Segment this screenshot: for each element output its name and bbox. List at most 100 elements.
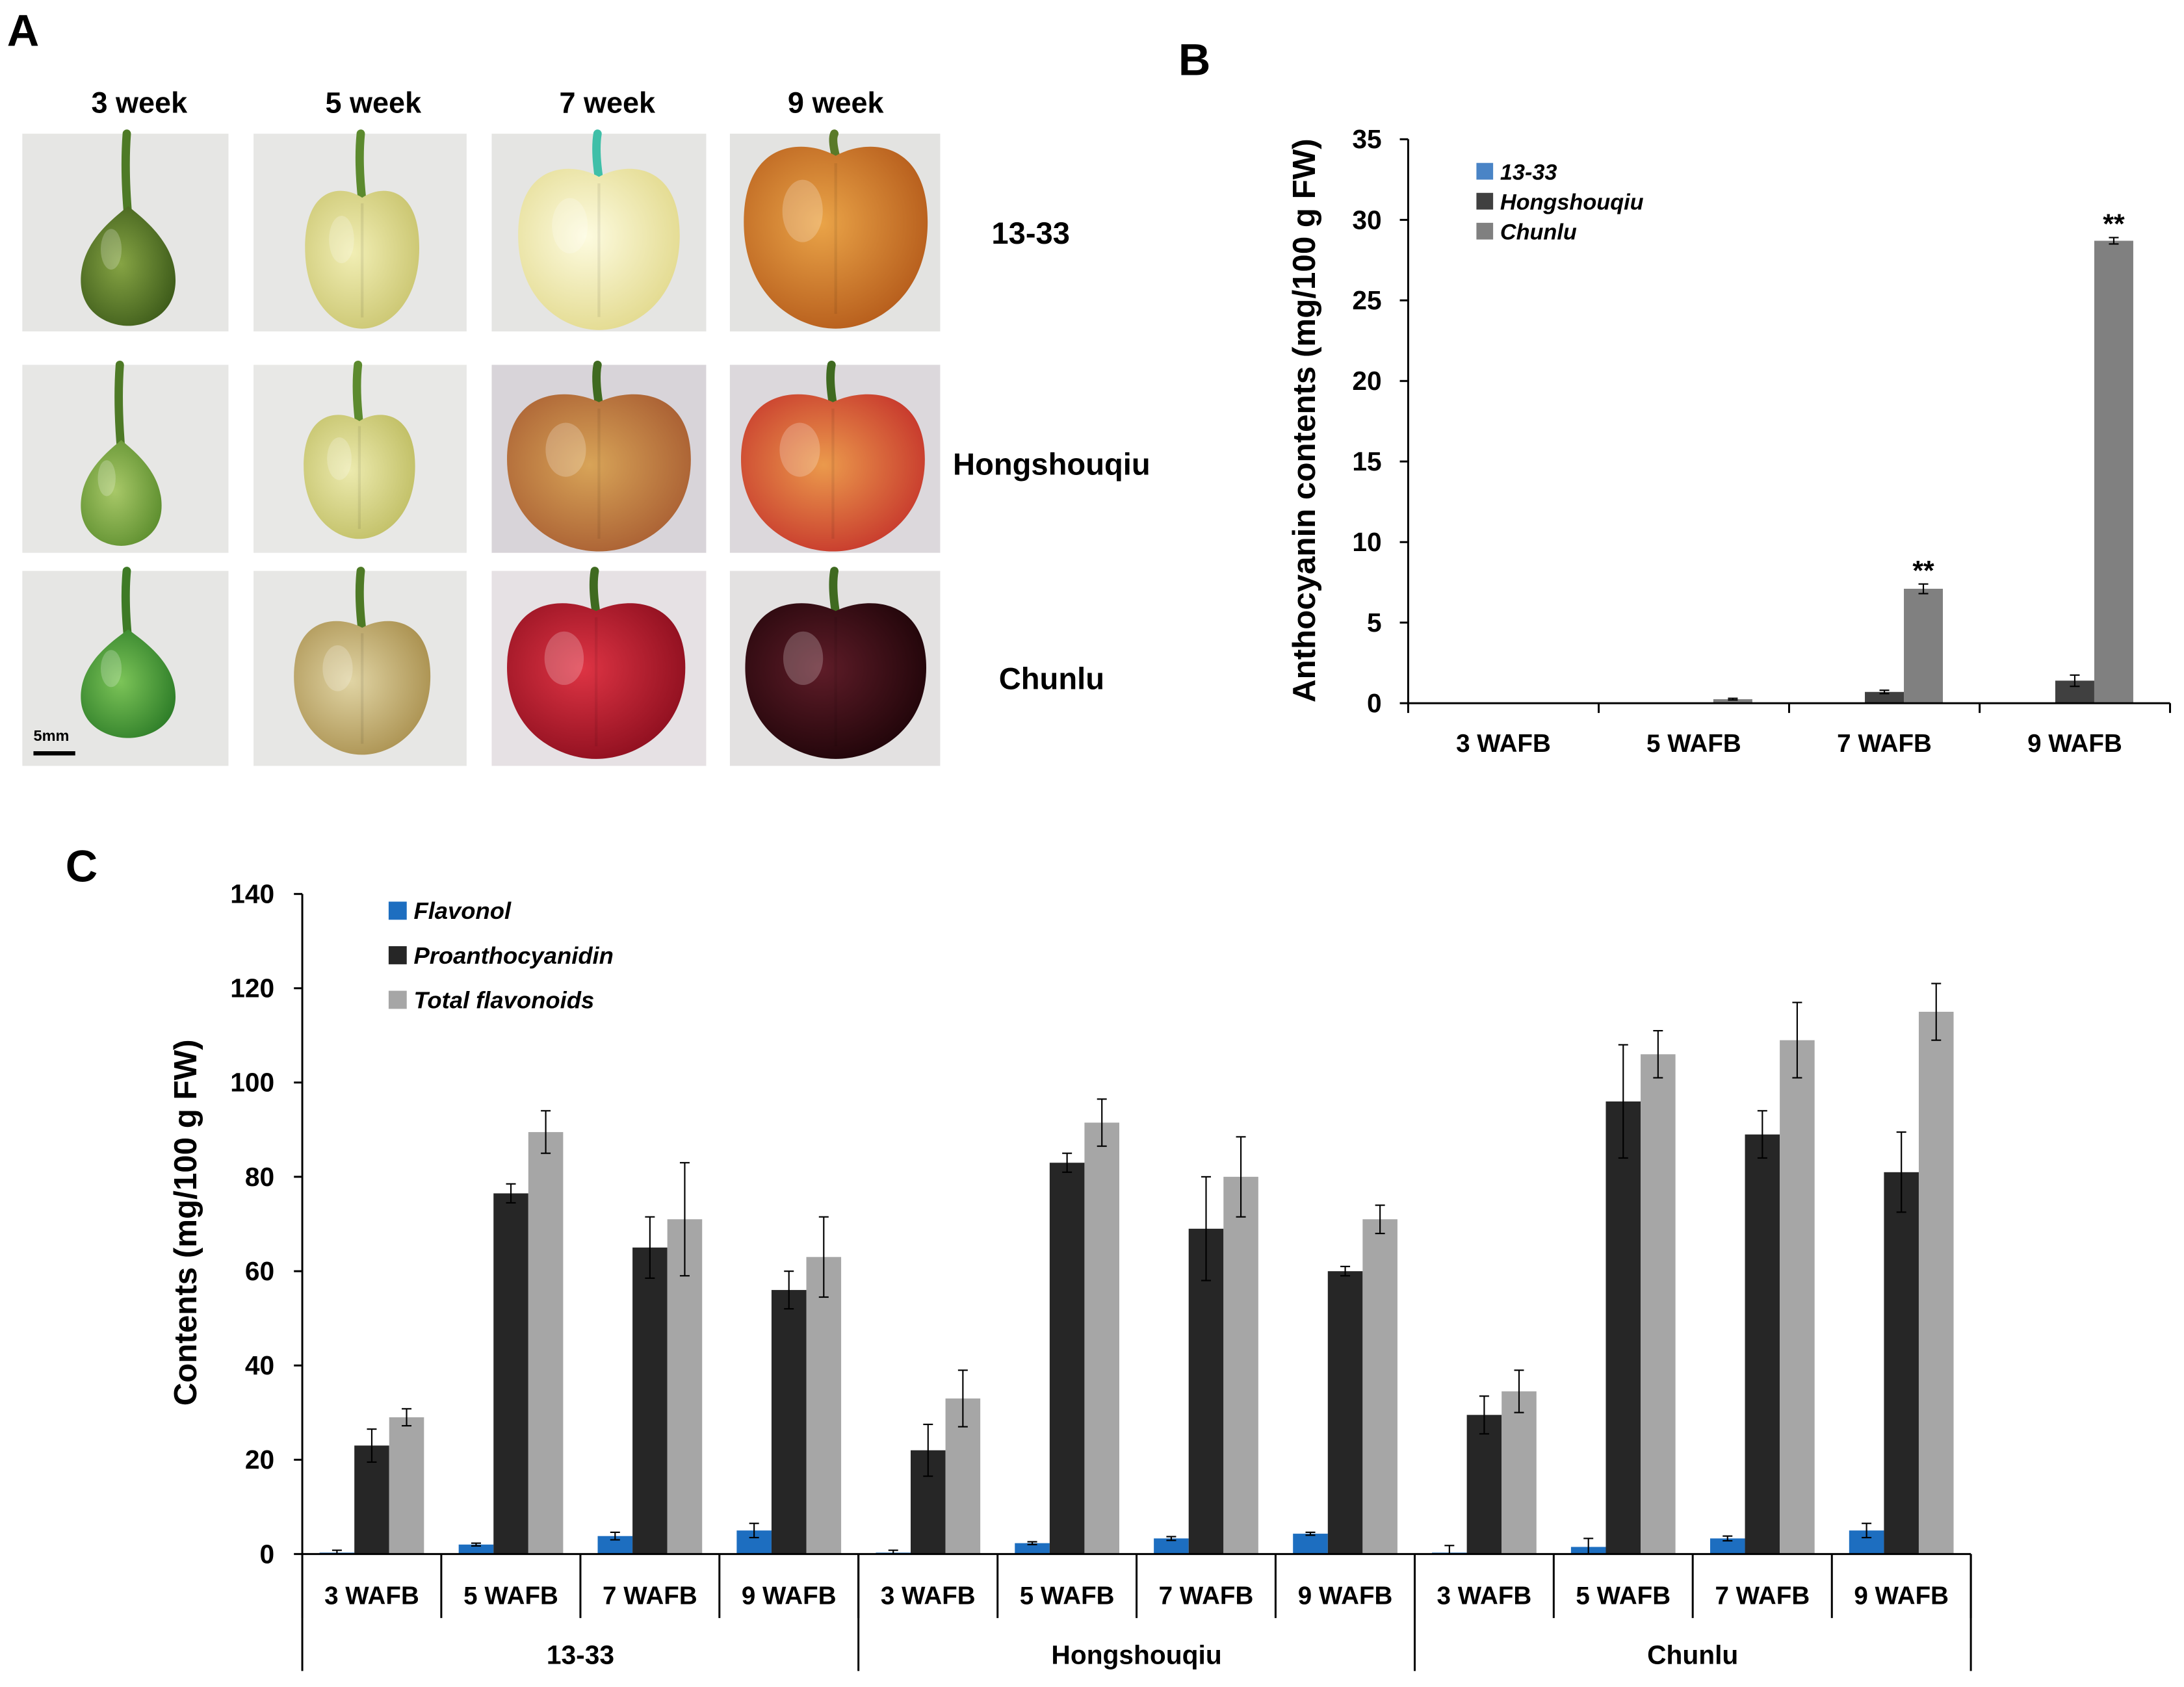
- error-bar: [610, 1531, 620, 1541]
- row-label-hongshouqiu: Hongshouqiu: [953, 447, 1150, 482]
- legend-item-13-33: 13-33: [1476, 160, 1557, 185]
- panel-label-b: B: [1178, 35, 1211, 85]
- error-bar: [1062, 1152, 1072, 1173]
- fruit-photo: [22, 360, 229, 553]
- error-bar: [1375, 1204, 1385, 1235]
- error-bar: [818, 1216, 829, 1298]
- row-label-chunlu: Chunlu: [999, 662, 1104, 696]
- y-tick-label: 15: [1352, 446, 1381, 476]
- error-bar: [1340, 1265, 1351, 1277]
- fruit-stem: [352, 360, 364, 429]
- x-category-label: 7 WAFB: [1159, 1582, 1254, 1610]
- photo-grid: [22, 129, 941, 766]
- error-bar: [1305, 1531, 1316, 1536]
- x-category-label: 3 WAFB: [1437, 1582, 1532, 1610]
- error-bar: [2070, 674, 2080, 688]
- fruit-photo: [729, 129, 941, 331]
- panel-a: A 3 week 5 week 7 week 9 week 13-33 Hong…: [7, 6, 1150, 766]
- column-header-5-week: 5 week: [326, 86, 422, 120]
- legend-swatch: [388, 901, 407, 920]
- bar-proanthocyanidin: [1049, 1163, 1085, 1554]
- bar-proanthocyanidin: [771, 1290, 807, 1554]
- legend-label: 13-33: [1500, 160, 1557, 185]
- fruit-photo: [491, 129, 707, 331]
- fruit-highlight: [98, 460, 116, 496]
- error-bar: [1931, 983, 1942, 1041]
- fruit-stem: [355, 567, 367, 636]
- bar-flavonol: [1154, 1538, 1189, 1554]
- legend: 13-33 Hongshouqiu Chunlu: [1476, 160, 1644, 245]
- bar-chunlu: [1713, 699, 1752, 704]
- fruit-photo: [491, 360, 707, 553]
- panel-label-a: A: [7, 6, 40, 56]
- x-category-label: 7 WAFB: [1837, 730, 1932, 758]
- error-bar: [923, 1423, 933, 1477]
- y-tick-label: 20: [1352, 366, 1381, 396]
- fruit-highlight: [782, 179, 823, 242]
- error-bar: [1097, 1098, 1107, 1147]
- error-bar: [1653, 1030, 1663, 1079]
- cherry-fruit: [81, 629, 176, 738]
- bar-total-flavonoids: [1084, 1122, 1119, 1554]
- y-tick-label: 20: [245, 1445, 274, 1475]
- fruit-photo: [22, 129, 229, 331]
- error-bar: [645, 1216, 655, 1279]
- error-bar: [471, 1542, 481, 1547]
- y-tick-label: 100: [230, 1068, 274, 1098]
- bar-flavonol: [1015, 1543, 1050, 1554]
- legend-swatch: [1476, 162, 1494, 180]
- legend-label: Chunlu: [1500, 220, 1577, 245]
- error-bar: [1027, 1541, 1037, 1545]
- error-bar: [1236, 1136, 1246, 1218]
- x-category-label: 7 WAFB: [1715, 1582, 1810, 1610]
- fruit-photo: [254, 360, 467, 553]
- x-category-label: 3 WAFB: [881, 1582, 976, 1610]
- fruit-photo: [729, 567, 941, 766]
- y-tick-label: 30: [1352, 205, 1381, 235]
- y-axis-title: Contents (mg/100 g FW): [168, 1039, 203, 1406]
- chart-c: C Contents (mg/100 g FW) 0 20 40 60 80 100 120…: [66, 841, 1972, 1671]
- y-tick-label: 0: [260, 1539, 275, 1569]
- fruit-stem: [355, 129, 367, 205]
- bar-total-flavonoids: [1641, 1054, 1676, 1554]
- error-bar: [1722, 1535, 1733, 1542]
- error-bar: [541, 1110, 551, 1154]
- x-category-label: 9 WAFB: [1298, 1582, 1393, 1610]
- group-label: Hongshouqiu: [1051, 1640, 1221, 1670]
- fruit-stem: [829, 129, 840, 161]
- error-bar: [1918, 583, 1929, 595]
- bar-total-flavonoids: [1918, 1011, 1954, 1554]
- bar-total-flavonoids: [389, 1417, 424, 1554]
- legend-item-flavonol: Flavonol: [388, 897, 512, 924]
- y-tick-label: 120: [230, 973, 274, 1003]
- fruit-stem: [829, 567, 840, 617]
- bar-flavonol: [458, 1544, 494, 1554]
- cherry-fruit: [741, 394, 925, 552]
- legend-item-proanthocyanidin: Proanthocyanidin: [388, 942, 614, 969]
- fruit-photo: [491, 567, 707, 766]
- group-label: Chunlu: [1647, 1640, 1738, 1670]
- legend-swatch: [388, 990, 407, 1009]
- legend-label: Proanthocyanidin: [413, 942, 613, 969]
- fruit-highlight: [552, 198, 588, 253]
- error-bar: [1728, 697, 1738, 701]
- legend-item-chunlu: Chunlu: [1476, 220, 1577, 245]
- bar-chunlu: [1904, 588, 1944, 704]
- bar-proanthocyanidin: [1606, 1101, 1641, 1554]
- error-bar: [1166, 1536, 1176, 1541]
- bar-proanthocyanidin: [354, 1445, 389, 1554]
- bar-proanthocyanidin: [1327, 1271, 1363, 1554]
- fruit-photo: [22, 567, 229, 766]
- error-bar: [402, 1408, 412, 1427]
- x-category-label: 3 WAFB: [1456, 730, 1551, 758]
- error-bar: [957, 1369, 968, 1428]
- y-tick-label: 10: [1352, 527, 1381, 557]
- fruit-stem: [114, 360, 125, 456]
- bar-total-flavonoids: [1362, 1219, 1398, 1554]
- y-tick-label: 25: [1352, 285, 1381, 315]
- legend-item-total-flavonoids: Total flavonoids: [388, 986, 594, 1013]
- error-bar: [784, 1270, 794, 1310]
- legend-swatch: [1476, 222, 1494, 240]
